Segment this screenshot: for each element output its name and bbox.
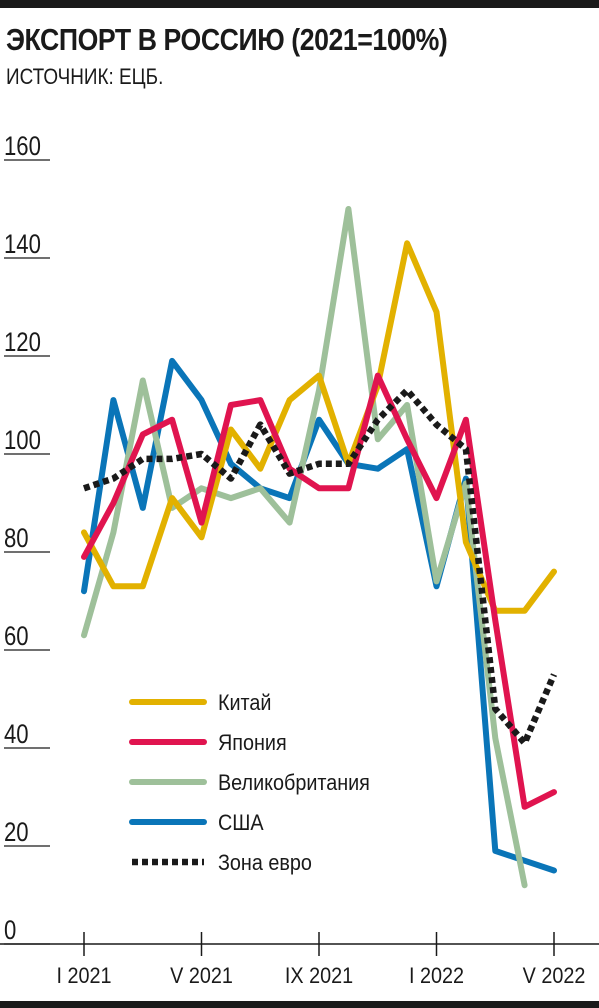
series-line-4 <box>82 387 557 747</box>
y-tick-label-80: 80 <box>4 524 29 554</box>
x-tick-label-3: I 2022 <box>409 964 464 988</box>
series-line-1 <box>81 372 557 810</box>
x-tick-label-2: IX 2021 <box>285 964 353 988</box>
chart-source: ИСТОЧНИК: ЕЦБ. <box>6 64 164 89</box>
legend-label-4: Зона евро <box>218 851 312 875</box>
x-axis: I 2021 V 2021 IX 2021 I 2022 V 2022 <box>0 932 599 988</box>
series-line-2 <box>81 206 528 889</box>
y-tick-label-40: 40 <box>4 720 29 750</box>
y-tick-label-140: 140 <box>4 230 41 260</box>
chart-title: ЭКСПОРТ В РОССИЮ (2021=100%) <box>6 22 448 57</box>
legend-label-3: США <box>218 811 264 835</box>
top-rule <box>0 0 599 8</box>
x-tick-label-0: I 2021 <box>56 964 111 988</box>
y-tick-label-20: 20 <box>4 818 29 848</box>
y-tick-label-160: 160 <box>4 132 41 162</box>
legend: Китай Япония Великобритания США Зона евро <box>129 691 370 875</box>
y-tick-label-60: 60 <box>4 622 29 652</box>
y-tick-label-100: 100 <box>4 426 41 456</box>
legend-label-0: Китай <box>218 691 271 715</box>
legend-label-2: Великобритания <box>218 771 370 795</box>
x-tick-label-1: V 2021 <box>170 964 233 988</box>
series-line-3 <box>81 357 557 874</box>
bottom-rule <box>0 1001 599 1008</box>
legend-label-1: Япония <box>218 731 287 755</box>
series-line-0 <box>81 240 557 614</box>
series-lines <box>81 206 557 889</box>
x-tick-label-4: V 2022 <box>523 964 586 988</box>
y-axis: 0 20 40 60 80 100 120 140 160 <box>4 132 50 946</box>
y-tick-label-0: 0 <box>4 916 16 946</box>
y-tick-label-120: 120 <box>4 328 41 358</box>
